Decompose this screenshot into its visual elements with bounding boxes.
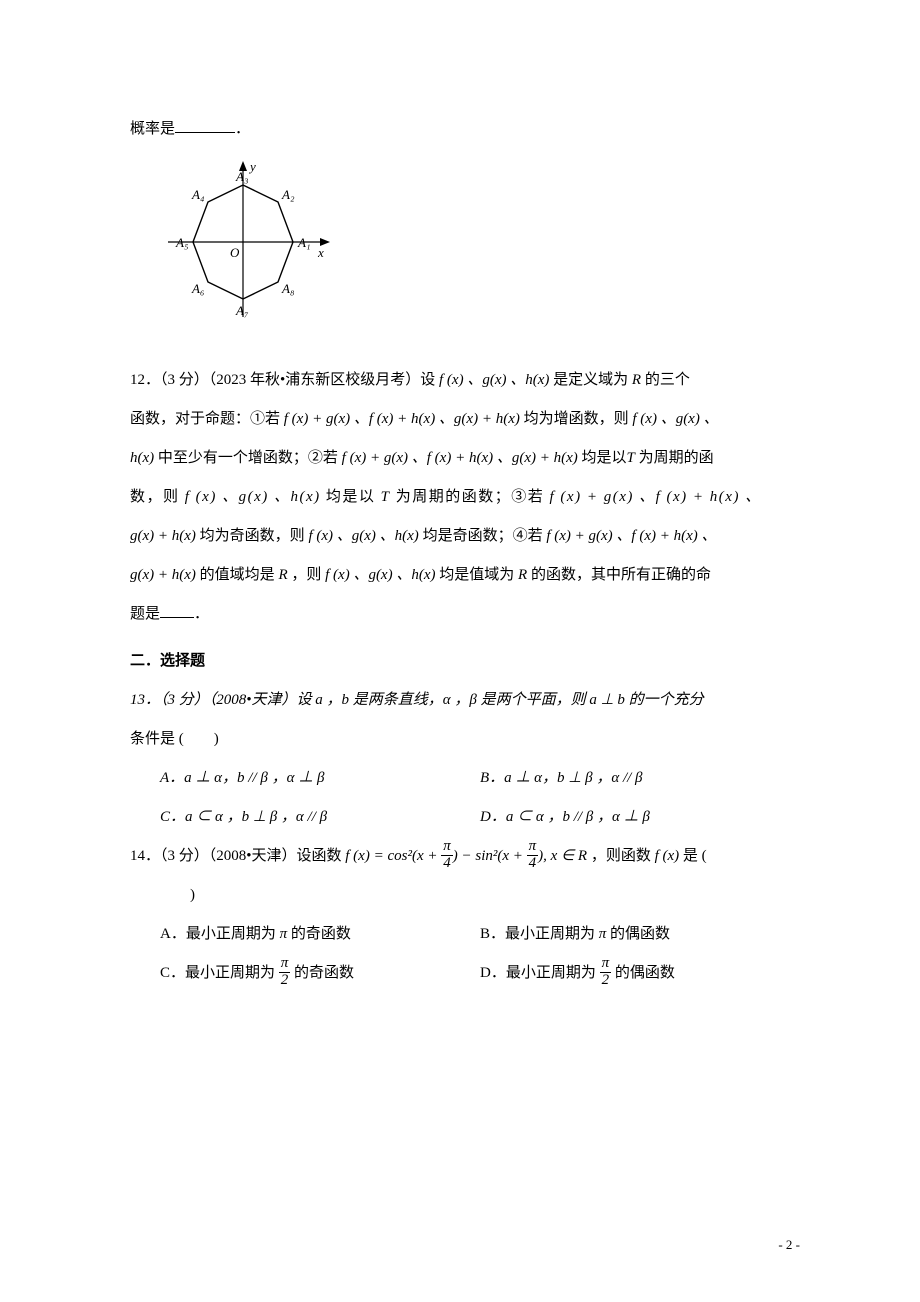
q12-sums2a: f (x) + g(x) 、f (x) + h(x) 、g(x) + h(x) — [342, 450, 582, 466]
q12-fgh3c: f (x) 、g(x) 、h(x) — [325, 567, 439, 583]
label-A3: A₃ — [235, 169, 248, 184]
q12-t4: 中至少有一个增函数；②若 — [158, 450, 342, 466]
q14-optC: C．最小正周期为 π2 的奇函数 — [160, 954, 480, 993]
label-x: x — [317, 245, 324, 260]
q12-prefix: 12．（3 分）（2023 年秋•浦东新区校级月考）设 — [130, 372, 439, 388]
blank-q11 — [175, 117, 235, 133]
label-A6: A₆ — [191, 281, 204, 296]
q13-options-2: C．a ⊂ α ，b ⊥ β ，α // β D．a ⊂ α ，b // β ，… — [160, 798, 800, 837]
q12-t11: 的值域均是 — [200, 567, 279, 583]
q14-optB: B．最小正周期为 π 的偶函数 — [480, 915, 800, 954]
q14-frac2: π4 — [527, 839, 539, 872]
q12-R1: R — [632, 372, 641, 388]
q12-fgh3: f (x) 、g(x) 、h(x) — [185, 489, 326, 505]
label-A8: A₈ — [281, 281, 295, 296]
q14-tail: 是 ( — [683, 848, 707, 864]
section-2-title: 二．选择题 — [130, 642, 800, 681]
q14-optD: D．最小正周期为 π2 的偶函数 — [480, 954, 800, 993]
q12-t13: 均是值域为 — [439, 567, 518, 583]
q13-optB: B．a ⊥ α，b ⊥ β ，α // β — [480, 759, 800, 798]
q13-line1: 13．（3 分）（2008•天津）设 a ，b 是两条直线，α ，β 是两个平面… — [130, 681, 800, 720]
q12-line1: 12．（3 分）（2023 年秋•浦东新区校级月考）设 f (x) 、g(x) … — [130, 361, 800, 400]
q12-line7: 题是 ． — [130, 595, 800, 634]
q14-fc: ), x ∈ R — [538, 848, 587, 864]
q13-text: 13．（3 分）（2008•天津）设 a ，b 是两条直线，α ，β 是两个平面… — [130, 692, 704, 708]
q14-fa: f (x) = cos²(x + — [345, 848, 441, 864]
q12-line5: g(x) + h(x) 均为奇函数，则 f (x) 、g(x) 、h(x) 均是… — [130, 517, 800, 556]
q14-fb: ) − sin²(x + — [453, 848, 527, 864]
q12-t12: ，则 — [291, 567, 325, 583]
q12-t9: 均为奇函数，则 — [200, 528, 309, 544]
q12-T1: T — [627, 450, 635, 466]
q12-t7: 均是以 — [326, 489, 381, 505]
q12-l3a: h(x) — [130, 450, 158, 466]
q12-t5: 均是以 — [582, 450, 627, 466]
q12-sums1: f (x) + g(x) 、f (x) + h(x) 、g(x) + h(x) — [284, 411, 524, 427]
q12-t2: 的三个 — [641, 372, 690, 388]
q12-l5a: g(x) + h(x) — [130, 528, 200, 544]
q12-line2: 函数，对于命题：①若 f (x) + g(x) 、f (x) + h(x) 、g… — [130, 400, 800, 439]
q14-options-1: A．最小正周期为 π 的奇函数 B．最小正周期为 π 的偶函数 — [160, 915, 800, 954]
label-O: O — [230, 245, 240, 260]
q12-T2: T — [381, 489, 391, 505]
q13-optA: A．a ⊥ α，b // β ，α ⊥ β — [160, 759, 480, 798]
label-A1: A₁ — [297, 235, 310, 250]
q14-line2: ) — [160, 876, 800, 915]
page-footer: - 2 - — [778, 1228, 800, 1262]
octagon-figure: A₁ A₂ A₃ A₄ A₅ A₆ A₇ A₈ x y O — [148, 157, 800, 343]
q12-line3: h(x) 中至少有一个增函数；②若 f (x) + g(x) 、f (x) + … — [130, 439, 800, 478]
q14-line1: 14．（3 分）（2008•天津）设函数 f (x) = cos²(x + π4… — [130, 837, 800, 876]
q12-end: ． — [194, 606, 209, 622]
q11-intro: 概率是 — [130, 121, 175, 137]
octagon-svg: A₁ A₂ A₃ A₄ A₅ A₆ A₇ A₈ x y O — [148, 157, 338, 327]
q13-optC: C．a ⊂ α ，b ⊥ β ，α // β — [160, 798, 480, 837]
q12-R2: R — [278, 567, 287, 583]
q14-fracC: π2 — [279, 956, 291, 989]
label-y: y — [248, 159, 256, 174]
q12-t3: 均为增函数，则 — [524, 411, 633, 427]
page: 概率是． A₁ A₂ A₃ A₄ A₅ A₆ A₇ A₈ x y O 12．（3… — [0, 0, 920, 1302]
q12-t8: 为周期的函数；③若 — [391, 489, 550, 505]
q14-fx: f (x) — [655, 848, 683, 864]
q12-sums2b: f (x) + g(x) 、f (x) + h(x) 、 — [550, 489, 762, 505]
q14-options-2: C．最小正周期为 π2 的奇函数 D．最小正周期为 π2 的偶函数 — [160, 954, 800, 993]
q12-t6: 为周期的函 — [635, 450, 714, 466]
q12-R3: R — [518, 567, 527, 583]
q14-fracD: π2 — [600, 956, 612, 989]
q13-optD: D．a ⊂ α ，b // β ，α ⊥ β — [480, 798, 800, 837]
q12-fgh1: f (x) 、g(x) 、h(x) — [439, 372, 553, 388]
q12-l4a: 数，则 — [130, 489, 185, 505]
label-A7: A₇ — [235, 303, 249, 318]
q12-t1: 是定义域为 — [553, 372, 628, 388]
q14-pre: 14．（3 分）（2008•天津）设函数 — [130, 848, 345, 864]
q12-line4: 数，则 f (x) 、g(x) 、h(x) 均是以 T 为周期的函数；③若 f … — [130, 478, 800, 517]
q11-tail: 概率是． — [130, 110, 800, 149]
q14-frac1: π4 — [441, 839, 453, 872]
blank-q12 — [160, 602, 194, 618]
q12-t10: 均是奇函数；④若 — [423, 528, 547, 544]
label-A4: A₄ — [191, 187, 205, 202]
q12-line6: g(x) + h(x) 的值域均是 R ，则 f (x) 、g(x) 、h(x)… — [130, 556, 800, 595]
q14-post: ，则函数 — [587, 848, 655, 864]
q12-t14: 的函数，其中所有正确的命 — [527, 567, 711, 583]
q13-options: A．a ⊥ α，b // β ，α ⊥ β B．a ⊥ α，b ⊥ β ，α /… — [160, 759, 800, 798]
label-A2: A₂ — [281, 187, 295, 202]
q12-sums2c: f (x) + g(x) 、f (x) + h(x) 、 — [546, 528, 716, 544]
q13-line2: 条件是 ( ) — [130, 720, 800, 759]
q12-l6a: g(x) + h(x) — [130, 567, 200, 583]
q14-optA: A．最小正周期为 π 的奇函数 — [160, 915, 480, 954]
q12-l7: 题是 — [130, 606, 160, 622]
label-A5: A₅ — [175, 235, 188, 250]
q12-fgh3b: f (x) 、g(x) 、h(x) — [308, 528, 422, 544]
q12-l2a: 函数，对于命题：①若 — [130, 411, 284, 427]
q12-fgh2: f (x) 、g(x) 、 — [632, 411, 718, 427]
